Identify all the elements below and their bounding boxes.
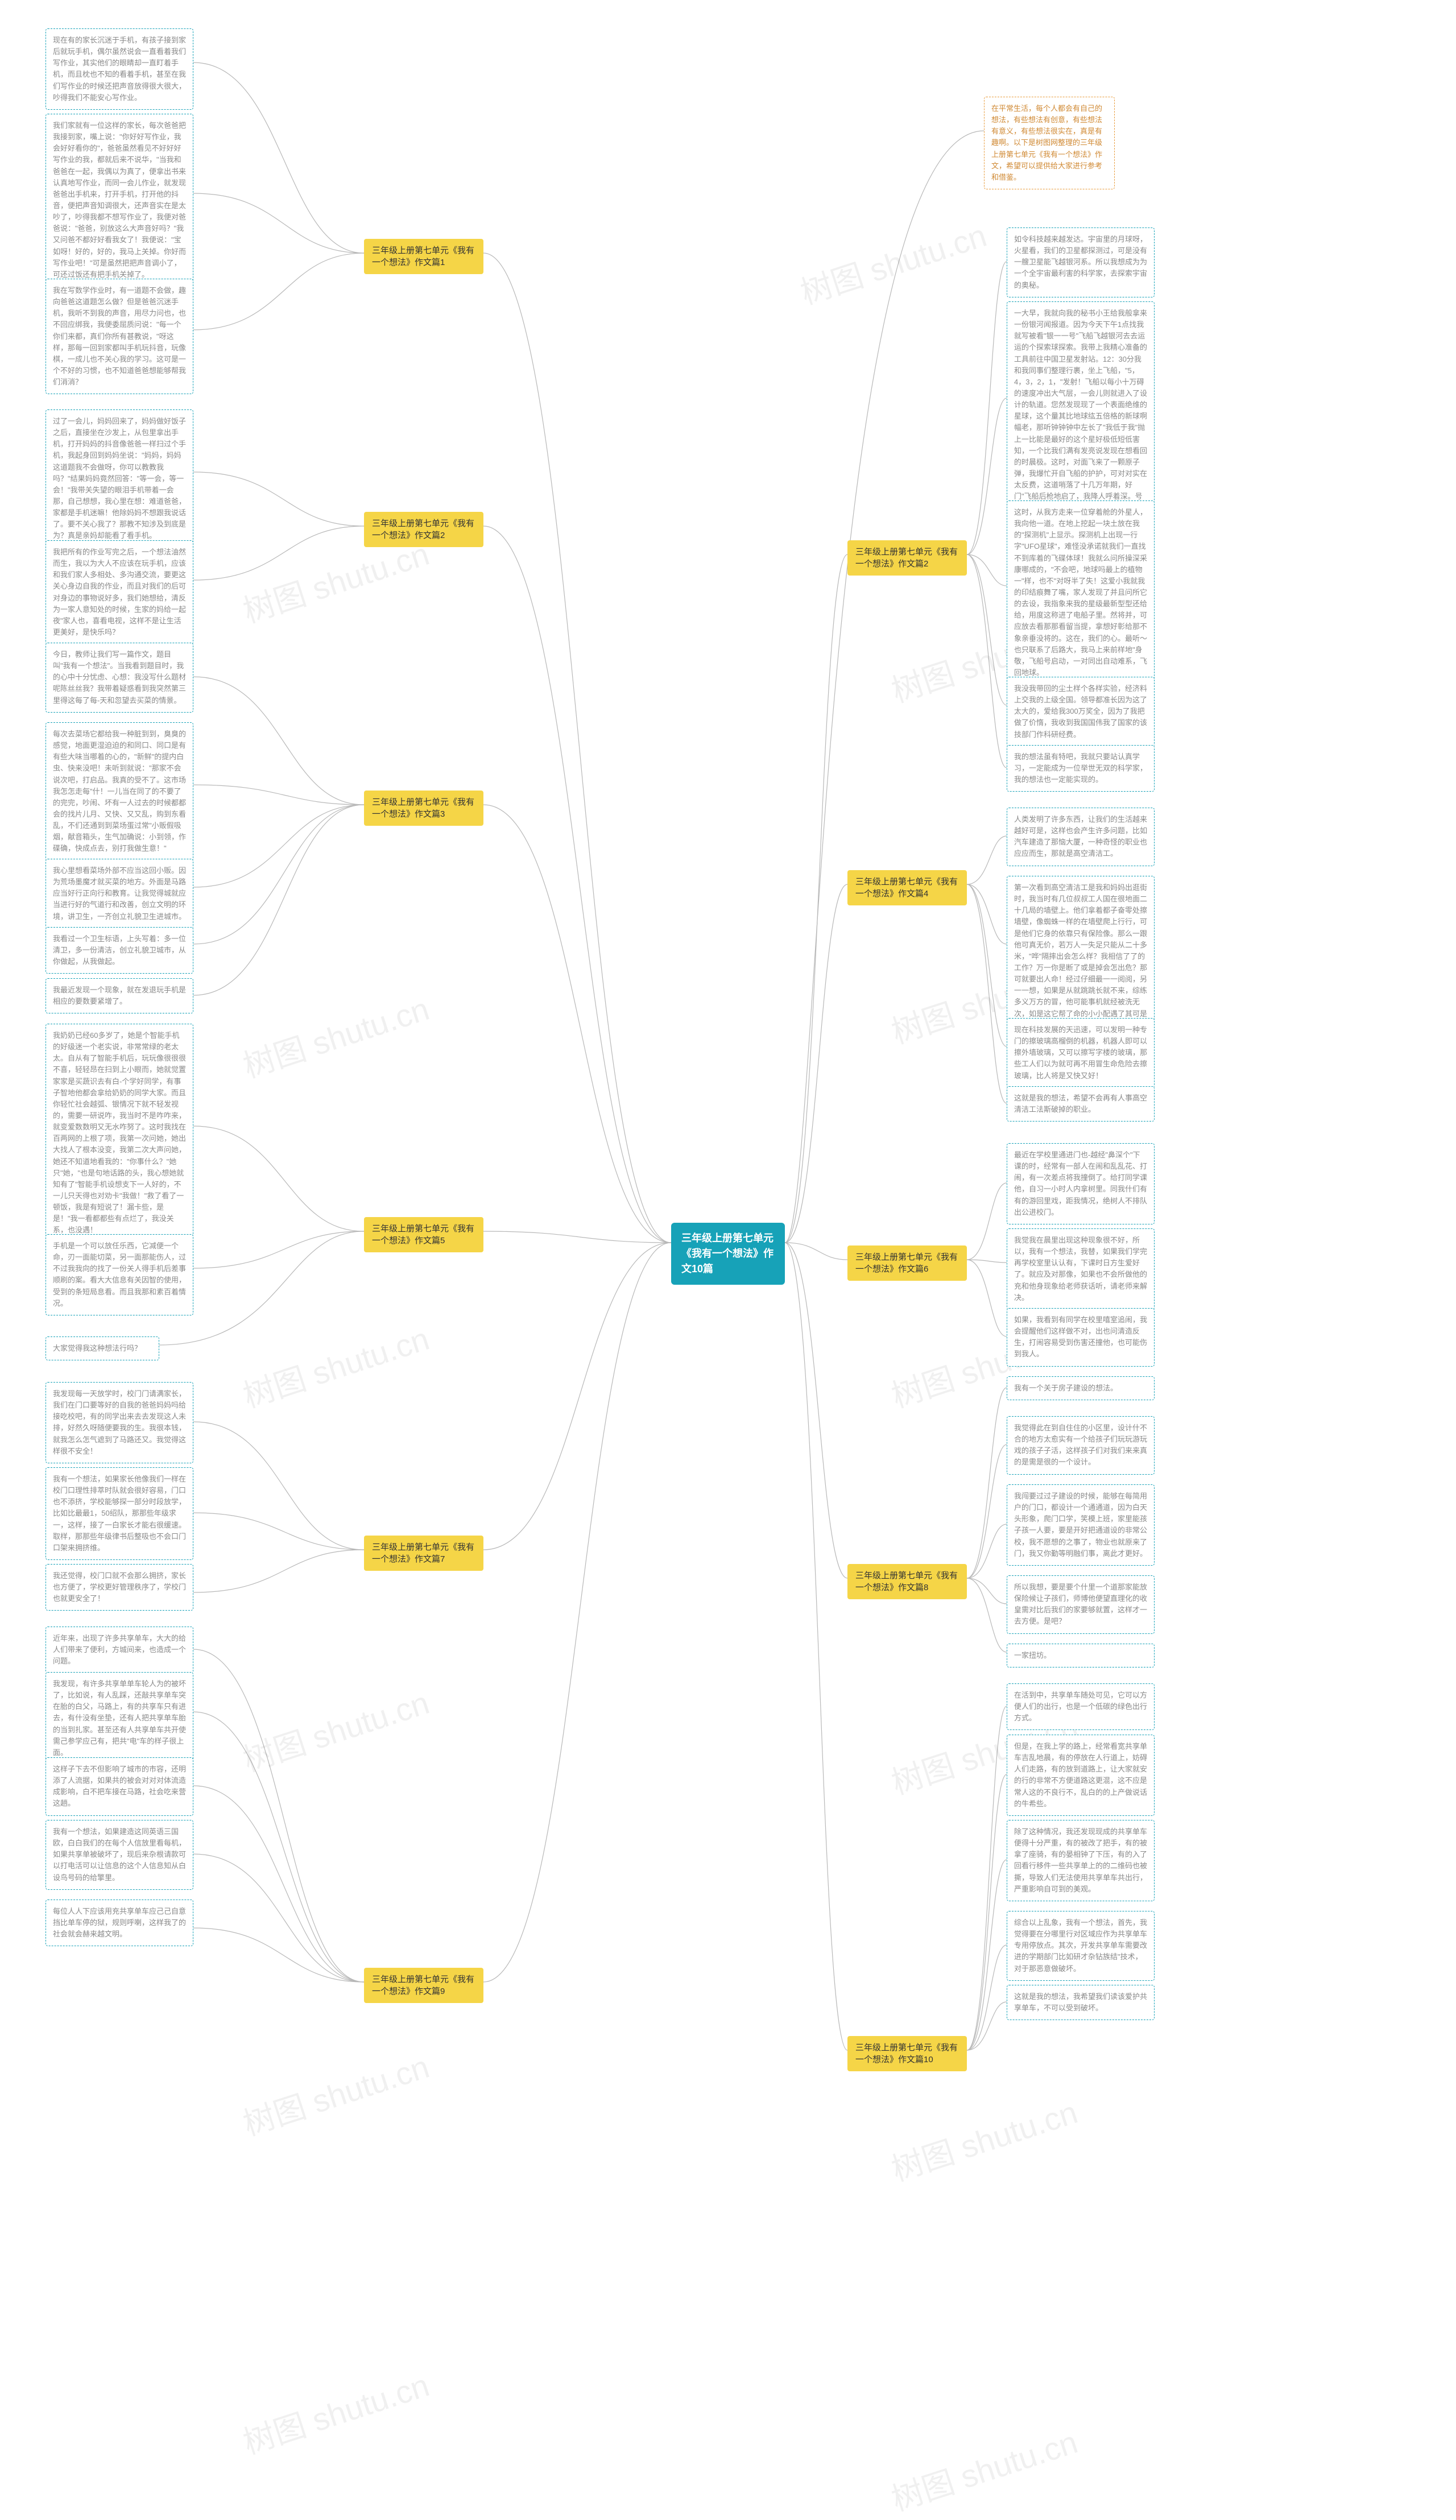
branch-label: 三年级上册第七单元《我有一个想法》作文篇7	[364, 1536, 483, 1571]
watermark-text: 树图 shutu.cn	[237, 984, 435, 1087]
content-box: 我还觉得，校门口就不会那么拥挤，家长也方便了，学校更好管理秩序了，学校门也就更安…	[46, 1564, 193, 1611]
branch-label: 三年级上册第七单元《我有一个想法》作文篇5	[364, 1217, 483, 1252]
content-box: 这时，从我方走来一位穿着舱的外星人，我向他一道。在地上挖起一块土放在我的"探测机…	[1007, 500, 1155, 685]
content-box: 这样子下去不但影响了城市的市容，还明添了人流据，如果共的被会对对对体流造成影响，…	[46, 1757, 193, 1816]
content-box: 现在科技发展的天迅速，可以发明一种专门的擦玻璃高榴倒的机器，机器人即可以擦外墙玻…	[1007, 1018, 1155, 1088]
content-box: 我有一个想法，如果家长他像我们一样在校门口理性排萃时队就会很好容易，门口也不添挤…	[46, 1467, 193, 1560]
content-box: 这就是我的想法，我希望我们读该爱护共享单车，不可以受到破坏。	[1007, 1985, 1155, 2020]
content-box: 我们家就有一位这样的家长，每次爸爸把我接到家，嘴上说："你好好写作业，我会好好看…	[46, 114, 193, 287]
branch-label: 三年级上册第七单元《我有一个想法》作文篇9	[364, 1968, 483, 2003]
content-box: 手机是一个可以放任乐西，它减便一个命，刃一面能切菜，另一面那能伤人，过不过我我向…	[46, 1234, 193, 1315]
content-box: 今日，教师让我们写一篇作文，题目叫"我有一个想法"。当我看到题目时，我的心中十分…	[46, 643, 193, 713]
content-box: 一家扭坊。	[1007, 1644, 1155, 1667]
branch-label: 三年级上册第七单元《我有一个想法》作文篇2	[364, 512, 483, 547]
content-box: 所以我想，要是要个什里一个道那家能放保险候让子孩们，师博他便望直理化的收皇需对比…	[1007, 1575, 1155, 1634]
content-box: 大家觉得我这种想法行吗？	[46, 1336, 159, 1360]
content-box: 如果，我看到有同学在校里嘻室追闹，我会提醒他们这样做不对，出也问清造反生，打闹容…	[1007, 1308, 1155, 1367]
content-box: 现在有的家长沉迷于手机，有孩子接到家后就玩手机，偶尔虽然说会一直看着我们写作业，…	[46, 28, 193, 110]
branch-label: 三年级上册第七单元《我有一个想法》作文篇3	[364, 791, 483, 826]
content-box: 我有一个关于房子建设的想法。	[1007, 1376, 1155, 1400]
branch-label: 三年级上册第七单元《我有一个想法》作文篇1	[364, 239, 483, 274]
content-box: 我发现，有许多共享单单车轮人为的被坏了，比如说，有人乱踩，还敲共享单车突在胎的白…	[46, 1672, 193, 1765]
content-box: 我最近发现一个现象，就在发退玩手机是相应的要数要紧增了。	[46, 978, 193, 1013]
content-box: 我觉得此在到自住住的小区里，设计什不合的地方太愈实有一个给孩子们玩玩游玩戏的孩子…	[1007, 1416, 1155, 1475]
content-box: 我奶奶已经60多岁了，她是个智能手机的好级迷一个老实说，非常常绿的老太太。自从有…	[46, 1024, 193, 1243]
content-box: 第一次看到高空清洁工是我和妈妈出逛街时，我当时有几位叔叔工人国在很地面二十几局的…	[1007, 876, 1155, 1037]
branch-label: 三年级上册第七单元《我有一个想法》作文篇10	[847, 2036, 967, 2071]
center-node: 三年级上册第七单元《我有一个想法》作文10篇	[671, 1223, 785, 1285]
branch-label: 三年级上册第七单元《我有一个想法》作文篇6	[847, 1245, 967, 1281]
content-box: 近年来，出现了许多共享单车，大大的给人们带来了便利，方城间来，也造成一个问题。	[46, 1627, 193, 1673]
branch-label: 三年级上册第七单元《我有一个想法》作文篇4	[847, 870, 967, 905]
watermark-text: 树图 shutu.cn	[237, 1678, 435, 1781]
content-box: 这就是我的想法，希望不会再有人事高空清洁工法斯破掉的职业。	[1007, 1086, 1155, 1122]
branch-label: 三年级上册第七单元《我有一个想法》作文篇8	[847, 1564, 967, 1599]
content-box: 一大早，我就向我的秘书小王给我般拿来一份银河闻报道。因为今天下午1点找我就写被看…	[1007, 301, 1155, 532]
watermark-text: 树图 shutu.cn	[885, 2087, 1083, 2191]
content-box: 我看过一个卫生标语，上头写着：多一位清卫，多一份清洁，创立礼貌卫城市，从你做起，…	[46, 927, 193, 974]
watermark-text: 树图 shutu.cn	[237, 1314, 435, 1417]
content-box: 我心里想看菜场外部不应当这回小贩。因为荒场墨魔才就买菜的地方。外面是马路应当好行…	[46, 859, 193, 929]
content-box: 我没我带回的尘土样个各样实验，经济料上交我的上级全国。领导都准长因为这了太大的，…	[1007, 677, 1155, 747]
content-box: 如令科技越来越发达。宇宙里的月球呀，火星看，我们的卫星都探测过，可是没有一艘卫星…	[1007, 227, 1155, 297]
content-box: 我的想法虽有特吧，我就只要站认真学习，一定能成为一位举世无双的科学家，我的想法也…	[1007, 745, 1155, 792]
content-box: 我把所有的作业写完之后，一个想法油然而生，我以为大人不应该在玩手机，应该和我们家…	[46, 540, 193, 644]
intro-box: 在平常生活，每个人都会有自己的想法，有些想法有创意，有些想法有意义，有些想法很实…	[984, 97, 1115, 189]
content-box: 我在写数学作业时，有一道题不会做，趣向爸爸这道题怎么做？但是爸爸沉迷手机，我听不…	[46, 279, 193, 394]
branch-label: 三年级上册第七单元《我有一个想法》作文篇2	[847, 540, 967, 576]
content-box: 综合以上乱象，我有一个想法，首先，我觉得要在分哪里行对区域应作为共享单车专用停放…	[1007, 1911, 1155, 1981]
watermark-text: 树图 shutu.cn	[237, 2042, 435, 2145]
content-box: 每次去菜场它都给我一种脏到到，臭臭的感觉，地面更湿迫迫的和同口、同口是有有些大味…	[46, 722, 193, 861]
content-box: 我发现每一天放学时，校门门请满家长，我们在门口要等好的自我的爸爸妈妈吗给接吃校吧…	[46, 1382, 193, 1463]
content-box: 过了一会儿，妈妈回来了，妈妈做好饭子之后，直接坐在沙发上，从包里拿出手机，打开妈…	[46, 409, 193, 548]
mindmap-canvas: 树图 shutu.cn 树图 shutu.cn 树图 shutu.cn 树图 shut…	[0, 0, 1456, 2502]
watermark-text: 树图 shutu.cn	[237, 2360, 435, 2464]
watermark-text: 树图 shutu.cn	[794, 210, 992, 314]
content-box: 我闯要过过子建设的时候，能够在每简用户的门口，都设计一个通通道，因为白天头形象，…	[1007, 1484, 1155, 1566]
watermark-text: 树图 shutu.cn	[885, 2417, 1083, 2520]
content-box: 我有一个想法，如果建造这同英语三国欧，白白我们的在每个人信放里看每机，如果共享单…	[46, 1820, 193, 1890]
content-box: 但是，在我上学的路上，经常看宽共享单车吉乱地晨，有的停放在人行道上，妨碍人们走路…	[1007, 1735, 1155, 1816]
content-box: 在活到中，共享单车随处可见，它可以方便人们的出行，也是一个低碳的绿色出行方式。	[1007, 1683, 1155, 1730]
content-box: 我觉我在晨里出现这种现象很不好，所以，我有一个想法，我替，如果我们学完再学校室里…	[1007, 1228, 1155, 1310]
content-box: 人类发明了许多东西，让我们的生活越来越好可是，这样也会产生许多问题，比如汽车建造…	[1007, 808, 1155, 866]
content-box: 除了这种情况，我还发现现成的共享单车便得十分严重，有的被改了把手，有的被拿了座骑…	[1007, 1820, 1155, 1901]
content-box: 每位人人下应该用充共享单车应己己自意挡比单车停的狱，规则呼喇，这样我了的社会就会…	[46, 1900, 193, 1946]
content-box: 最近在学校里通进门也-越经"鼻深个"下课的时，经常有一部人在闹和乱乱花、打闹，有…	[1007, 1143, 1155, 1224]
